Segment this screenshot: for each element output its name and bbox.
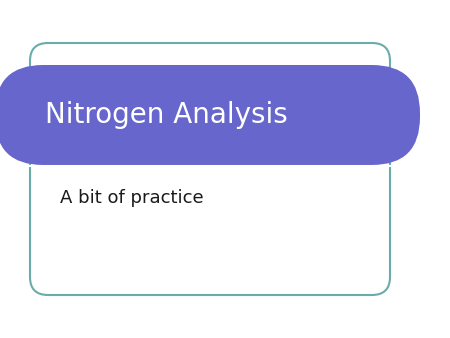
FancyBboxPatch shape	[0, 65, 420, 165]
Text: Nitrogen Analysis: Nitrogen Analysis	[45, 101, 288, 129]
FancyBboxPatch shape	[30, 43, 390, 295]
Text: A bit of practice: A bit of practice	[60, 189, 203, 207]
